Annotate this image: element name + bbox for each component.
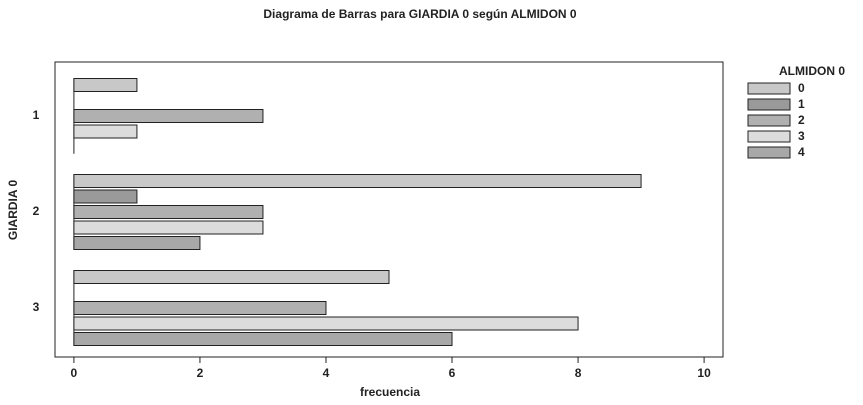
legend-swatch [747,146,791,159]
legend-label: 4 [798,145,805,159]
bar [73,236,201,250]
bar [73,124,138,139]
x-tick-label: 0 [71,366,78,380]
bar [73,220,264,235]
y-tick-label: 3 [33,300,40,314]
x-tick-label: 8 [575,366,582,380]
x-axis-label: frecuencia [360,385,420,399]
plot-frame [54,61,724,358]
bar [73,301,327,315]
legend-title: ALMIDON 0 [779,64,845,78]
chart-title: Diagrama de Barras para GIARDIA 0 según … [263,7,577,21]
y-tick-label: 1 [33,108,40,122]
x-tick-label: 6 [449,366,456,380]
bar [73,316,579,331]
y-tick-label: 2 [33,204,40,218]
legend-swatch [747,114,791,127]
bar [73,270,390,284]
legend-label: 2 [798,113,805,127]
bar [73,332,453,346]
legend-label: 3 [798,129,805,143]
legend-swatch [747,82,791,95]
bar [73,78,138,92]
legend-label: 0 [798,81,805,95]
x-tick-label: 2 [197,366,204,380]
bar [73,109,264,123]
x-tick-label: 4 [323,366,330,380]
legend-swatch [747,98,791,111]
y-axis-label: GIARDIA 0 [6,180,20,241]
legend-label: 1 [798,97,805,111]
bar [73,205,264,219]
bar [73,174,642,188]
x-tick-label: 10 [697,366,711,380]
bar [73,189,138,204]
legend-swatch [747,130,791,143]
